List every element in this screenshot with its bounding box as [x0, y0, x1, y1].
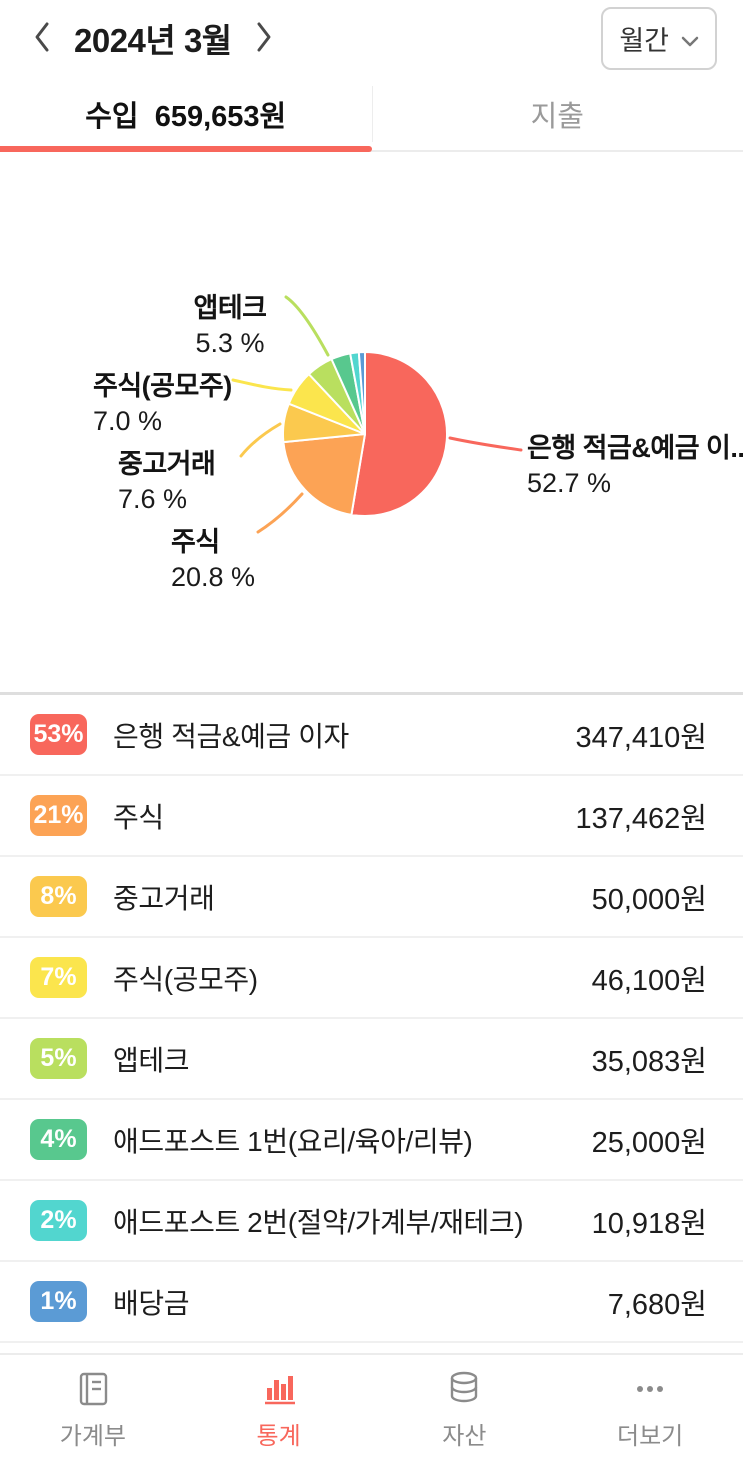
percent-badge: 4% [30, 1119, 87, 1160]
callout-apptech: 앱테크 5.3 % [155, 292, 305, 361]
callout-junggo: 중고거래 7.6 % [118, 448, 216, 517]
percent-badge: 8% [30, 876, 87, 917]
category-amount: 10,918원 [591, 1207, 707, 1240]
callout-pct: 7.6 % [118, 483, 188, 514]
callout-label: 주식(공모주) [93, 371, 232, 401]
list-item[interactable]: 1% 배당금 7,680원 [0, 1262, 743, 1343]
more-dots-icon [630, 1369, 670, 1409]
callout-bank: 은행 적금&예금 이... 52.7 % [527, 432, 743, 501]
category-amount: 46,100원 [591, 964, 707, 997]
page-title: 2024년 3월 [74, 22, 232, 59]
callout-label: 주식 [171, 527, 220, 557]
category-label: 앱테크 [113, 1044, 190, 1076]
tab-expense[interactable]: 지출 [371, 76, 743, 152]
callout-gongmoju: 주식(공모주) 7.0 % [93, 370, 232, 439]
callout-line [284, 295, 330, 357]
category-label: 주식 [113, 801, 164, 833]
nav-item-stats[interactable]: 통계 [186, 1355, 372, 1465]
callout-label: 앱테크 [193, 293, 267, 323]
category-label: 은행 적금&예금 이자 [113, 720, 349, 752]
category-label: 중고거래 [113, 882, 215, 914]
list-item[interactable]: 2% 애드포스트 2번(절약/가계부/재테크) 10,918원 [0, 1181, 743, 1262]
pie-chart-svg [231, 295, 523, 534]
category-label: 애드포스트 1번(요리/육아/리뷰) [113, 1125, 473, 1157]
category-amount: 137,462원 [575, 802, 707, 835]
chevron-right-icon [254, 21, 274, 56]
tab-income[interactable]: 수입 659,653원 [0, 76, 372, 152]
ledger-book-icon [73, 1369, 113, 1409]
list-item[interactable]: 4% 애드포스트 1번(요리/육아/리뷰) 25,000원 [0, 1100, 743, 1181]
callout-line [256, 492, 304, 534]
coins-icon [444, 1369, 484, 1409]
pie-slice[interactable] [357, 350, 366, 435]
period-select-button[interactable]: 월간 [601, 6, 717, 70]
chevron-down-icon [681, 23, 699, 54]
percent-badge: 53% [30, 714, 87, 755]
category-amount: 347,410원 [575, 721, 707, 754]
percent-badge: 21% [30, 795, 87, 836]
category-label: 배당금 [113, 1287, 190, 1319]
category-amount: 35,083원 [591, 1045, 707, 1078]
next-month-button[interactable] [248, 17, 280, 60]
nav-item-label: 더보기 [617, 1423, 684, 1450]
category-amount: 7,680원 [607, 1288, 707, 1321]
callout-line [239, 422, 282, 458]
category-label: 애드포스트 2번(절약/가계부/재테크) [113, 1206, 524, 1238]
callout-jusik: 주식 20.8 % [171, 526, 255, 595]
percent-badge: 1% [30, 1281, 87, 1322]
nav-item-ledger[interactable]: 가계부 [0, 1355, 186, 1465]
percent-badge: 2% [30, 1200, 87, 1241]
bar-chart-icon [259, 1369, 299, 1409]
callout-label: 은행 적금&예금 이... [527, 433, 743, 463]
callout-label: 중고거래 [118, 449, 216, 479]
category-list: 53% 은행 적금&예금 이자 347,410원 21% 주식 137,462원… [0, 692, 743, 1343]
percent-badge: 5% [30, 1038, 87, 1079]
pie-chart-section: 앱테크 5.3 % 주식(공모주) 7.0 % 중고거래 7.6 % 주식 20… [0, 152, 743, 692]
bottom-nav: 가계부 통계 자산 [0, 1353, 743, 1465]
nav-item-label: 통계 [256, 1423, 301, 1450]
pie-slice[interactable] [350, 351, 448, 517]
category-amount: 25,000원 [591, 1126, 707, 1159]
list-item[interactable]: 5% 앱테크 35,083원 [0, 1019, 743, 1100]
prev-month-button[interactable] [26, 17, 58, 60]
pie-slice[interactable] [282, 433, 366, 516]
percent-badge: 7% [30, 957, 87, 998]
income-expense-tabs: 수입 659,653원 지출 [0, 76, 743, 152]
list-item[interactable]: 8% 중고거래 50,000원 [0, 857, 743, 938]
callout-pct: 20.8 % [171, 561, 256, 592]
list-item[interactable]: 7% 주식(공모주) 46,100원 [0, 938, 743, 1019]
period-label: 월간 [619, 25, 669, 56]
list-item[interactable]: 53% 은행 적금&예금 이자 347,410원 [0, 695, 743, 776]
callout-pct: 52.7 % [527, 467, 612, 498]
header: 2024년 3월 월간 [0, 0, 743, 76]
callout-line [231, 378, 293, 392]
nav-item-assets[interactable]: 자산 [372, 1355, 558, 1465]
list-item[interactable]: 21% 주식 137,462원 [0, 776, 743, 857]
nav-item-label: 자산 [442, 1423, 487, 1450]
nav-item-label: 가계부 [59, 1423, 126, 1450]
callout-line [448, 436, 523, 452]
callout-pct: 5.3 % [195, 327, 265, 358]
category-amount: 50,000원 [591, 883, 707, 916]
nav-item-more[interactable]: 더보기 [557, 1355, 743, 1465]
chevron-left-icon [32, 21, 52, 56]
category-label: 주식(공모주) [113, 963, 258, 995]
callout-pct: 7.0 % [93, 405, 163, 436]
